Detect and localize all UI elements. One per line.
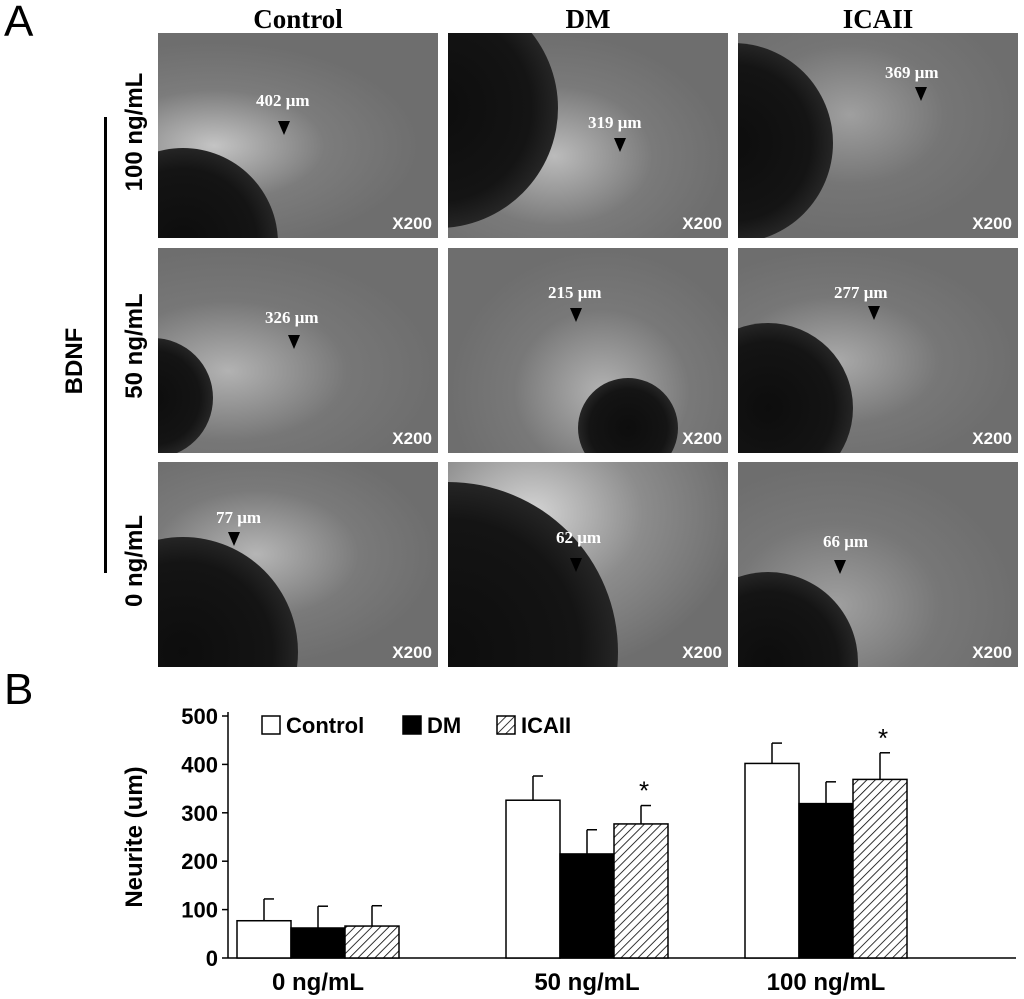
bar-icaii bbox=[344, 925, 400, 959]
micrograph-icaii-100: 369 μm X200 bbox=[738, 33, 1018, 238]
y-tick-label: 100 bbox=[181, 898, 218, 923]
arrowhead-icon bbox=[614, 138, 626, 152]
column-header-dm: DM bbox=[565, 4, 611, 34]
bar-control bbox=[505, 799, 561, 959]
micrograph-icaii-50: 277 μm X200 bbox=[738, 248, 1018, 453]
legend-label: DM bbox=[427, 713, 461, 738]
legend-label: ICAII bbox=[521, 713, 571, 738]
arrowhead-icon bbox=[288, 335, 300, 349]
panel-a-letter: A bbox=[4, 0, 34, 46]
bar-dm bbox=[290, 927, 346, 959]
arrowhead-icon bbox=[570, 558, 582, 572]
y-tick-label: 400 bbox=[181, 752, 218, 777]
bar-dm bbox=[559, 853, 615, 959]
micrograph-dm-0: 62 μm X200 bbox=[448, 462, 728, 667]
arrowhead-icon bbox=[868, 306, 880, 320]
micrograph-control-0: 77 μm X200 bbox=[158, 462, 438, 667]
bar-control bbox=[744, 762, 800, 959]
bar-control bbox=[236, 919, 292, 959]
magnification-label: X200 bbox=[972, 429, 1012, 448]
y-tick-label: 500 bbox=[181, 704, 218, 729]
micrograph-control-100: 402 μm X200 bbox=[158, 33, 438, 238]
x-tick-label: 0 ng/mL bbox=[272, 969, 364, 996]
micrograph-control-50: 326 μm X200 bbox=[158, 248, 438, 453]
legend-swatch-control bbox=[261, 715, 281, 735]
arrowhead-icon bbox=[570, 308, 582, 322]
x-tick-label: 100 ng/mL bbox=[767, 969, 886, 996]
micrograph-explant-body bbox=[578, 378, 678, 453]
measurement-label: 62 μm bbox=[556, 528, 602, 547]
bdnf-bracket-line bbox=[104, 117, 107, 573]
magnification-label: X200 bbox=[392, 214, 432, 233]
magnification-label: X200 bbox=[972, 643, 1012, 662]
y-axis-label: Neurite (um) bbox=[121, 766, 148, 907]
significance-marker: * bbox=[878, 723, 888, 753]
micrograph-dm-100: 319 μm X200 bbox=[448, 33, 728, 238]
measurement-label: 326 μm bbox=[265, 308, 319, 327]
measurement-label: 277 μm bbox=[834, 283, 888, 302]
magnification-label: X200 bbox=[392, 429, 432, 448]
arrowhead-icon bbox=[278, 121, 290, 135]
measurement-label: 66 μm bbox=[823, 532, 869, 551]
measurement-label: 369 μm bbox=[885, 63, 939, 82]
magnification-label: X200 bbox=[682, 429, 722, 448]
measurement-label: 215 μm bbox=[548, 283, 602, 302]
y-tick-label: 300 bbox=[181, 801, 218, 826]
arrowhead-icon bbox=[228, 532, 240, 546]
legend-swatch-icaii bbox=[496, 715, 516, 735]
bar-dm bbox=[798, 802, 854, 959]
measurement-label: 319 μm bbox=[588, 113, 642, 132]
legend-swatch-dm bbox=[402, 715, 422, 735]
magnification-label: X200 bbox=[682, 643, 722, 662]
column-header-control: Control bbox=[253, 4, 343, 34]
micrograph-icaii-0: 66 μm X200 bbox=[738, 462, 1018, 667]
bar-icaii bbox=[613, 823, 669, 959]
measurement-label: 77 μm bbox=[216, 508, 262, 527]
significance-marker: * bbox=[639, 776, 649, 806]
y-tick-label: 0 bbox=[206, 946, 218, 971]
magnification-label: X200 bbox=[682, 214, 722, 233]
measurement-label: 402 μm bbox=[256, 91, 310, 110]
magnification-label: X200 bbox=[972, 214, 1012, 233]
column-header-icaii: ICAII bbox=[842, 4, 914, 34]
panel-b-letter: B bbox=[4, 665, 34, 714]
x-tick-label: 50 ng/mL bbox=[534, 969, 639, 996]
arrowhead-icon bbox=[915, 87, 927, 101]
bar-icaii bbox=[852, 778, 908, 959]
micrograph-dm-50: 215 μm X200 bbox=[448, 248, 728, 453]
legend-label: Control bbox=[286, 713, 364, 738]
arrowhead-icon bbox=[834, 560, 846, 574]
y-tick-label: 200 bbox=[181, 849, 218, 874]
magnification-label: X200 bbox=[392, 643, 432, 662]
